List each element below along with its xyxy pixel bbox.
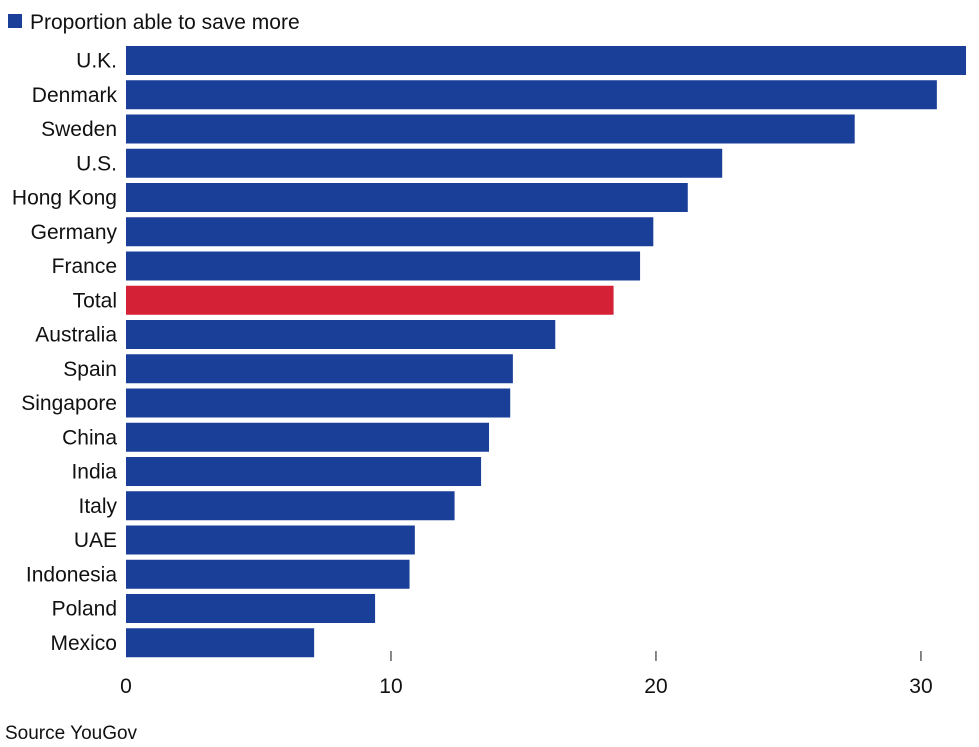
category-label: U.S. <box>76 152 117 175</box>
category-label: France <box>52 255 117 278</box>
bar-china <box>126 422 490 452</box>
category-label: Total <box>73 289 117 312</box>
category-label: Denmark <box>32 84 118 107</box>
bar-total <box>126 285 614 315</box>
category-label: Indonesia <box>26 563 117 586</box>
category-label: Singapore <box>21 392 117 415</box>
bar-australia <box>126 320 556 349</box>
category-label: Spain <box>63 358 117 381</box>
category-label: Hong Kong <box>12 187 117 210</box>
bar-italy <box>126 491 455 521</box>
bar-hong-kong <box>126 183 688 212</box>
legend-label: Proportion able to save more <box>30 11 300 34</box>
bar-sweden <box>126 114 855 144</box>
bar-mexico <box>126 628 315 658</box>
x-axis: 0 10 20 30 <box>120 651 933 698</box>
category-label: Italy <box>78 495 117 518</box>
x-tick-label: 0 <box>120 675 132 698</box>
bar-germany <box>126 217 654 247</box>
bar-india <box>126 457 482 486</box>
category-label: Sweden <box>41 118 117 141</box>
category-label: Australia <box>35 324 117 347</box>
category-label: Germany <box>31 221 118 244</box>
category-label: China <box>62 426 117 449</box>
bars-group <box>126 46 966 658</box>
legend-swatch <box>8 14 22 28</box>
legend: Proportion able to save more <box>8 11 300 34</box>
category-label: India <box>71 461 117 484</box>
x-tick-label: 30 <box>909 675 932 698</box>
bar-poland <box>126 594 376 623</box>
x-tick-label: 20 <box>644 675 667 698</box>
bar-spain <box>126 354 513 384</box>
bar-denmark <box>126 80 937 110</box>
source-note: Source YouGov <box>5 723 138 744</box>
bar-u-s <box>126 148 723 178</box>
bar-u-k <box>126 46 966 75</box>
bar-uae <box>126 525 415 555</box>
bar-france <box>126 251 641 281</box>
x-tick-label: 10 <box>379 675 402 698</box>
category-label: Poland <box>52 598 117 621</box>
bar-singapore <box>126 388 511 418</box>
category-label: Mexico <box>50 632 117 655</box>
category-label: UAE <box>74 529 117 552</box>
category-label: U.K. <box>76 50 117 73</box>
bar-indonesia <box>126 559 410 589</box>
category-labels: U.K. Denmark Sweden U.S. Hong Kong Germany Fra… <box>12 50 118 655</box>
